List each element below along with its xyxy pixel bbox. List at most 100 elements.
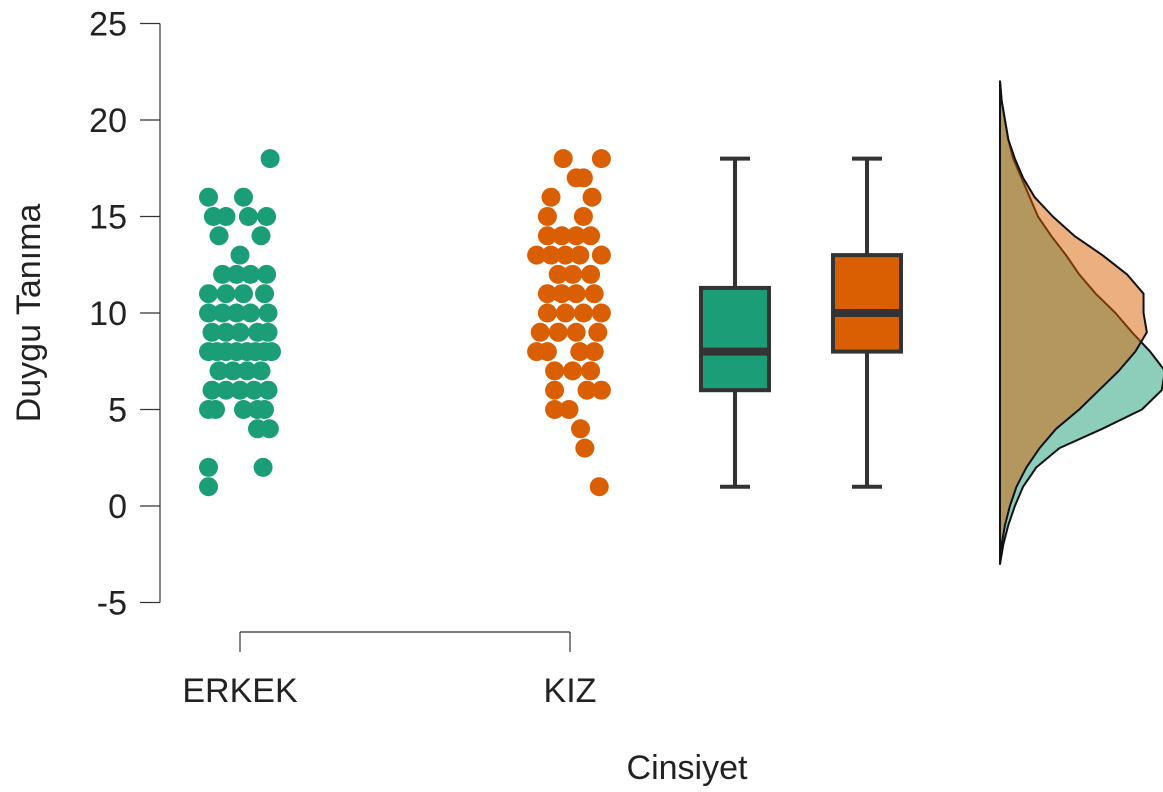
data-point xyxy=(244,380,264,400)
data-point xyxy=(541,245,561,265)
data-point xyxy=(199,303,218,323)
y-tick-label: -5 xyxy=(97,585,127,623)
data-point xyxy=(566,322,586,342)
data-point xyxy=(530,322,550,342)
data-point xyxy=(570,245,590,265)
density-curves xyxy=(999,80,1163,565)
x-axis-title: Cinsiyet xyxy=(627,749,748,787)
data-point xyxy=(553,149,573,169)
y-tick-label: 0 xyxy=(108,488,127,526)
data-point xyxy=(251,361,271,381)
data-point xyxy=(581,264,601,284)
data-point xyxy=(213,264,232,284)
data-point xyxy=(227,264,246,284)
data-point xyxy=(563,361,583,381)
data-point xyxy=(260,149,280,169)
data-point xyxy=(262,342,281,362)
data-point xyxy=(582,187,602,207)
data-point xyxy=(251,226,271,246)
data-point xyxy=(209,226,229,246)
data-point xyxy=(199,187,218,207)
data-point xyxy=(206,400,225,419)
data-point xyxy=(537,342,557,362)
data-point xyxy=(230,380,250,400)
data-point xyxy=(255,400,274,419)
jitter-points xyxy=(199,149,611,497)
data-point xyxy=(581,226,601,246)
data-point xyxy=(237,361,257,381)
data-point xyxy=(234,400,253,419)
data-point xyxy=(230,322,250,342)
data-point xyxy=(584,342,604,362)
data-point xyxy=(199,284,218,304)
data-point xyxy=(234,187,253,207)
data-point xyxy=(548,322,568,342)
box-iqr xyxy=(699,285,771,393)
data-point xyxy=(591,380,611,400)
data-point xyxy=(588,322,608,342)
data-point xyxy=(581,361,601,381)
x-tick-label: ERKEK xyxy=(182,672,298,710)
y-tick-label: 5 xyxy=(108,392,127,430)
data-point xyxy=(566,284,586,304)
data-point xyxy=(591,245,611,265)
data-point xyxy=(537,207,557,226)
data-point xyxy=(573,207,593,226)
data-point xyxy=(241,264,260,284)
data-point xyxy=(257,264,277,284)
data-point xyxy=(259,419,279,439)
data-point xyxy=(223,361,243,381)
data-point xyxy=(241,303,260,323)
data-point xyxy=(213,303,232,323)
data-point xyxy=(552,284,572,304)
data-point xyxy=(199,457,218,477)
data-point xyxy=(255,284,274,304)
y-axis: -5 0 5 10 15 20 25 xyxy=(89,6,161,623)
y-tick-label: 20 xyxy=(89,102,127,140)
data-point xyxy=(589,477,609,497)
data-point xyxy=(570,342,590,362)
data-point xyxy=(199,477,218,497)
data-point xyxy=(545,400,565,419)
data-point xyxy=(258,380,278,400)
density-kiz xyxy=(999,80,1148,565)
data-point xyxy=(566,226,586,246)
y-tick-label: 25 xyxy=(89,6,127,44)
data-point xyxy=(216,207,236,226)
data-point xyxy=(537,284,557,304)
boxplot-kiz xyxy=(831,156,903,489)
data-point xyxy=(571,419,591,439)
data-point xyxy=(202,380,222,400)
data-point xyxy=(555,303,575,323)
data-point xyxy=(537,226,557,246)
data-point xyxy=(238,207,258,226)
data-point xyxy=(573,168,593,188)
y-tick-label: 15 xyxy=(89,199,127,237)
x-axis: ERKEK KIZ xyxy=(182,631,596,710)
data-point xyxy=(234,284,253,304)
data-point xyxy=(548,264,568,284)
data-point xyxy=(584,284,604,304)
data-point xyxy=(563,264,583,284)
data-point xyxy=(577,380,597,400)
data-point xyxy=(545,380,565,400)
data-point xyxy=(209,361,229,381)
data-point xyxy=(555,245,575,265)
data-point xyxy=(258,322,278,342)
y-tick-label: 10 xyxy=(89,295,127,333)
data-point xyxy=(559,400,579,419)
data-point xyxy=(257,207,277,226)
data-point xyxy=(527,245,547,265)
data-point xyxy=(258,303,278,323)
data-point xyxy=(541,187,561,207)
data-point xyxy=(230,245,250,265)
box-iqr xyxy=(831,253,903,354)
data-point xyxy=(591,303,611,323)
y-axis-title: Duygu Tanıma xyxy=(10,204,48,423)
data-point xyxy=(545,361,565,381)
boxplots xyxy=(699,156,903,489)
boxplot-erkek xyxy=(699,156,771,489)
data-point xyxy=(537,303,557,323)
data-point xyxy=(216,380,236,400)
